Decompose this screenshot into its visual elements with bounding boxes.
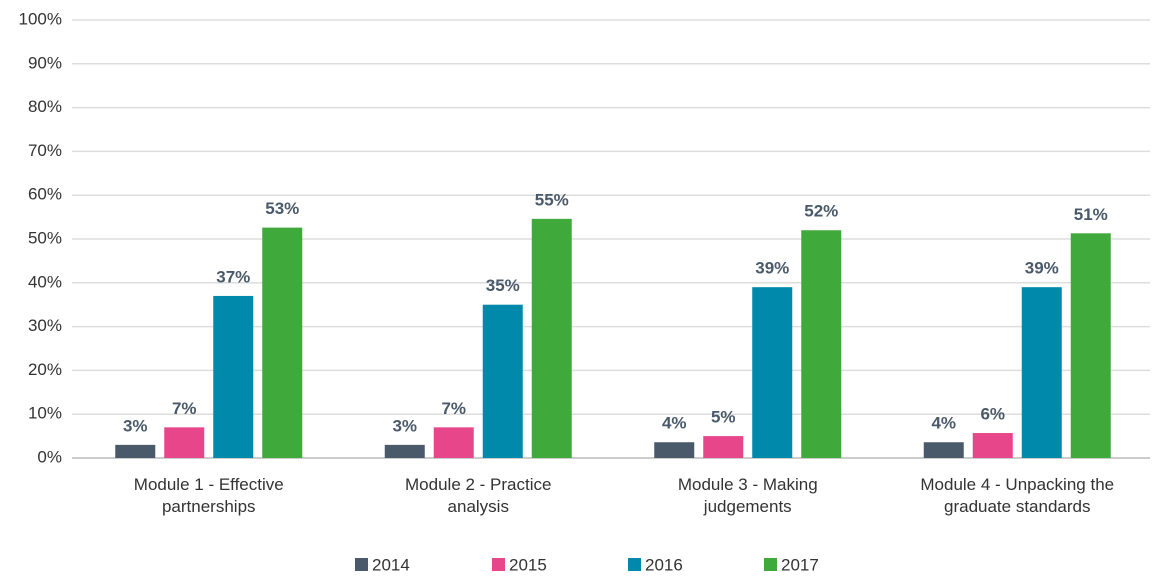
data-label: 4% [931, 414, 956, 433]
bar [801, 230, 842, 458]
bar [482, 304, 523, 458]
data-label: 6% [980, 405, 1005, 424]
y-tick-label: 30% [28, 316, 62, 335]
bar [384, 444, 425, 458]
legend-swatch [764, 558, 777, 571]
bar [1021, 287, 1062, 458]
data-label: 3% [123, 416, 148, 435]
bar [703, 436, 744, 458]
x-tick-label: Module 3 - Making judgements [677, 475, 818, 516]
legend-swatch [628, 558, 641, 571]
data-label: 7% [441, 399, 466, 418]
bar [531, 218, 572, 458]
y-tick-label: 100% [19, 9, 62, 28]
data-label: 51% [1074, 205, 1108, 224]
y-tick-label: 20% [28, 360, 62, 379]
x-tick-label: Module 4 - Unpacking the graduate standa… [920, 475, 1115, 516]
bar [1070, 233, 1111, 458]
data-label: 37% [216, 267, 250, 286]
bar [164, 427, 205, 458]
data-label: 52% [804, 202, 838, 221]
y-tick-label: 70% [28, 141, 62, 160]
legend-label: 2017 [781, 555, 819, 574]
bar [752, 287, 793, 458]
bar [923, 442, 964, 458]
data-label: 7% [172, 399, 197, 418]
bar [654, 442, 695, 458]
data-label: 53% [265, 199, 299, 218]
data-label: 39% [1025, 259, 1059, 278]
data-label: 55% [535, 190, 569, 209]
data-label: 39% [755, 259, 789, 278]
y-tick-label: 50% [28, 228, 62, 247]
legend-swatch [355, 558, 368, 571]
x-tick-label: Module 1 - Effective partnerships [133, 475, 284, 516]
legend-label: 2014 [372, 555, 410, 574]
x-tick-label: Module 2 - Practice analysis [405, 475, 552, 516]
data-label: 4% [662, 414, 687, 433]
bar [115, 444, 156, 458]
y-tick-label: 90% [28, 53, 62, 72]
y-tick-label: 80% [28, 97, 62, 116]
legend-label: 2016 [645, 555, 683, 574]
y-tick-label: 60% [28, 185, 62, 204]
data-label: 35% [486, 276, 520, 295]
legend-label: 2015 [509, 555, 547, 574]
y-tick-label: 10% [28, 404, 62, 423]
y-tick-label: 0% [37, 447, 62, 466]
bar [213, 295, 254, 458]
bar [433, 427, 474, 458]
legend-swatch [492, 558, 505, 571]
y-tick-label: 40% [28, 272, 62, 291]
data-label: 3% [392, 416, 417, 435]
bar [972, 433, 1013, 458]
data-label: 5% [711, 408, 736, 427]
bar [262, 227, 303, 458]
